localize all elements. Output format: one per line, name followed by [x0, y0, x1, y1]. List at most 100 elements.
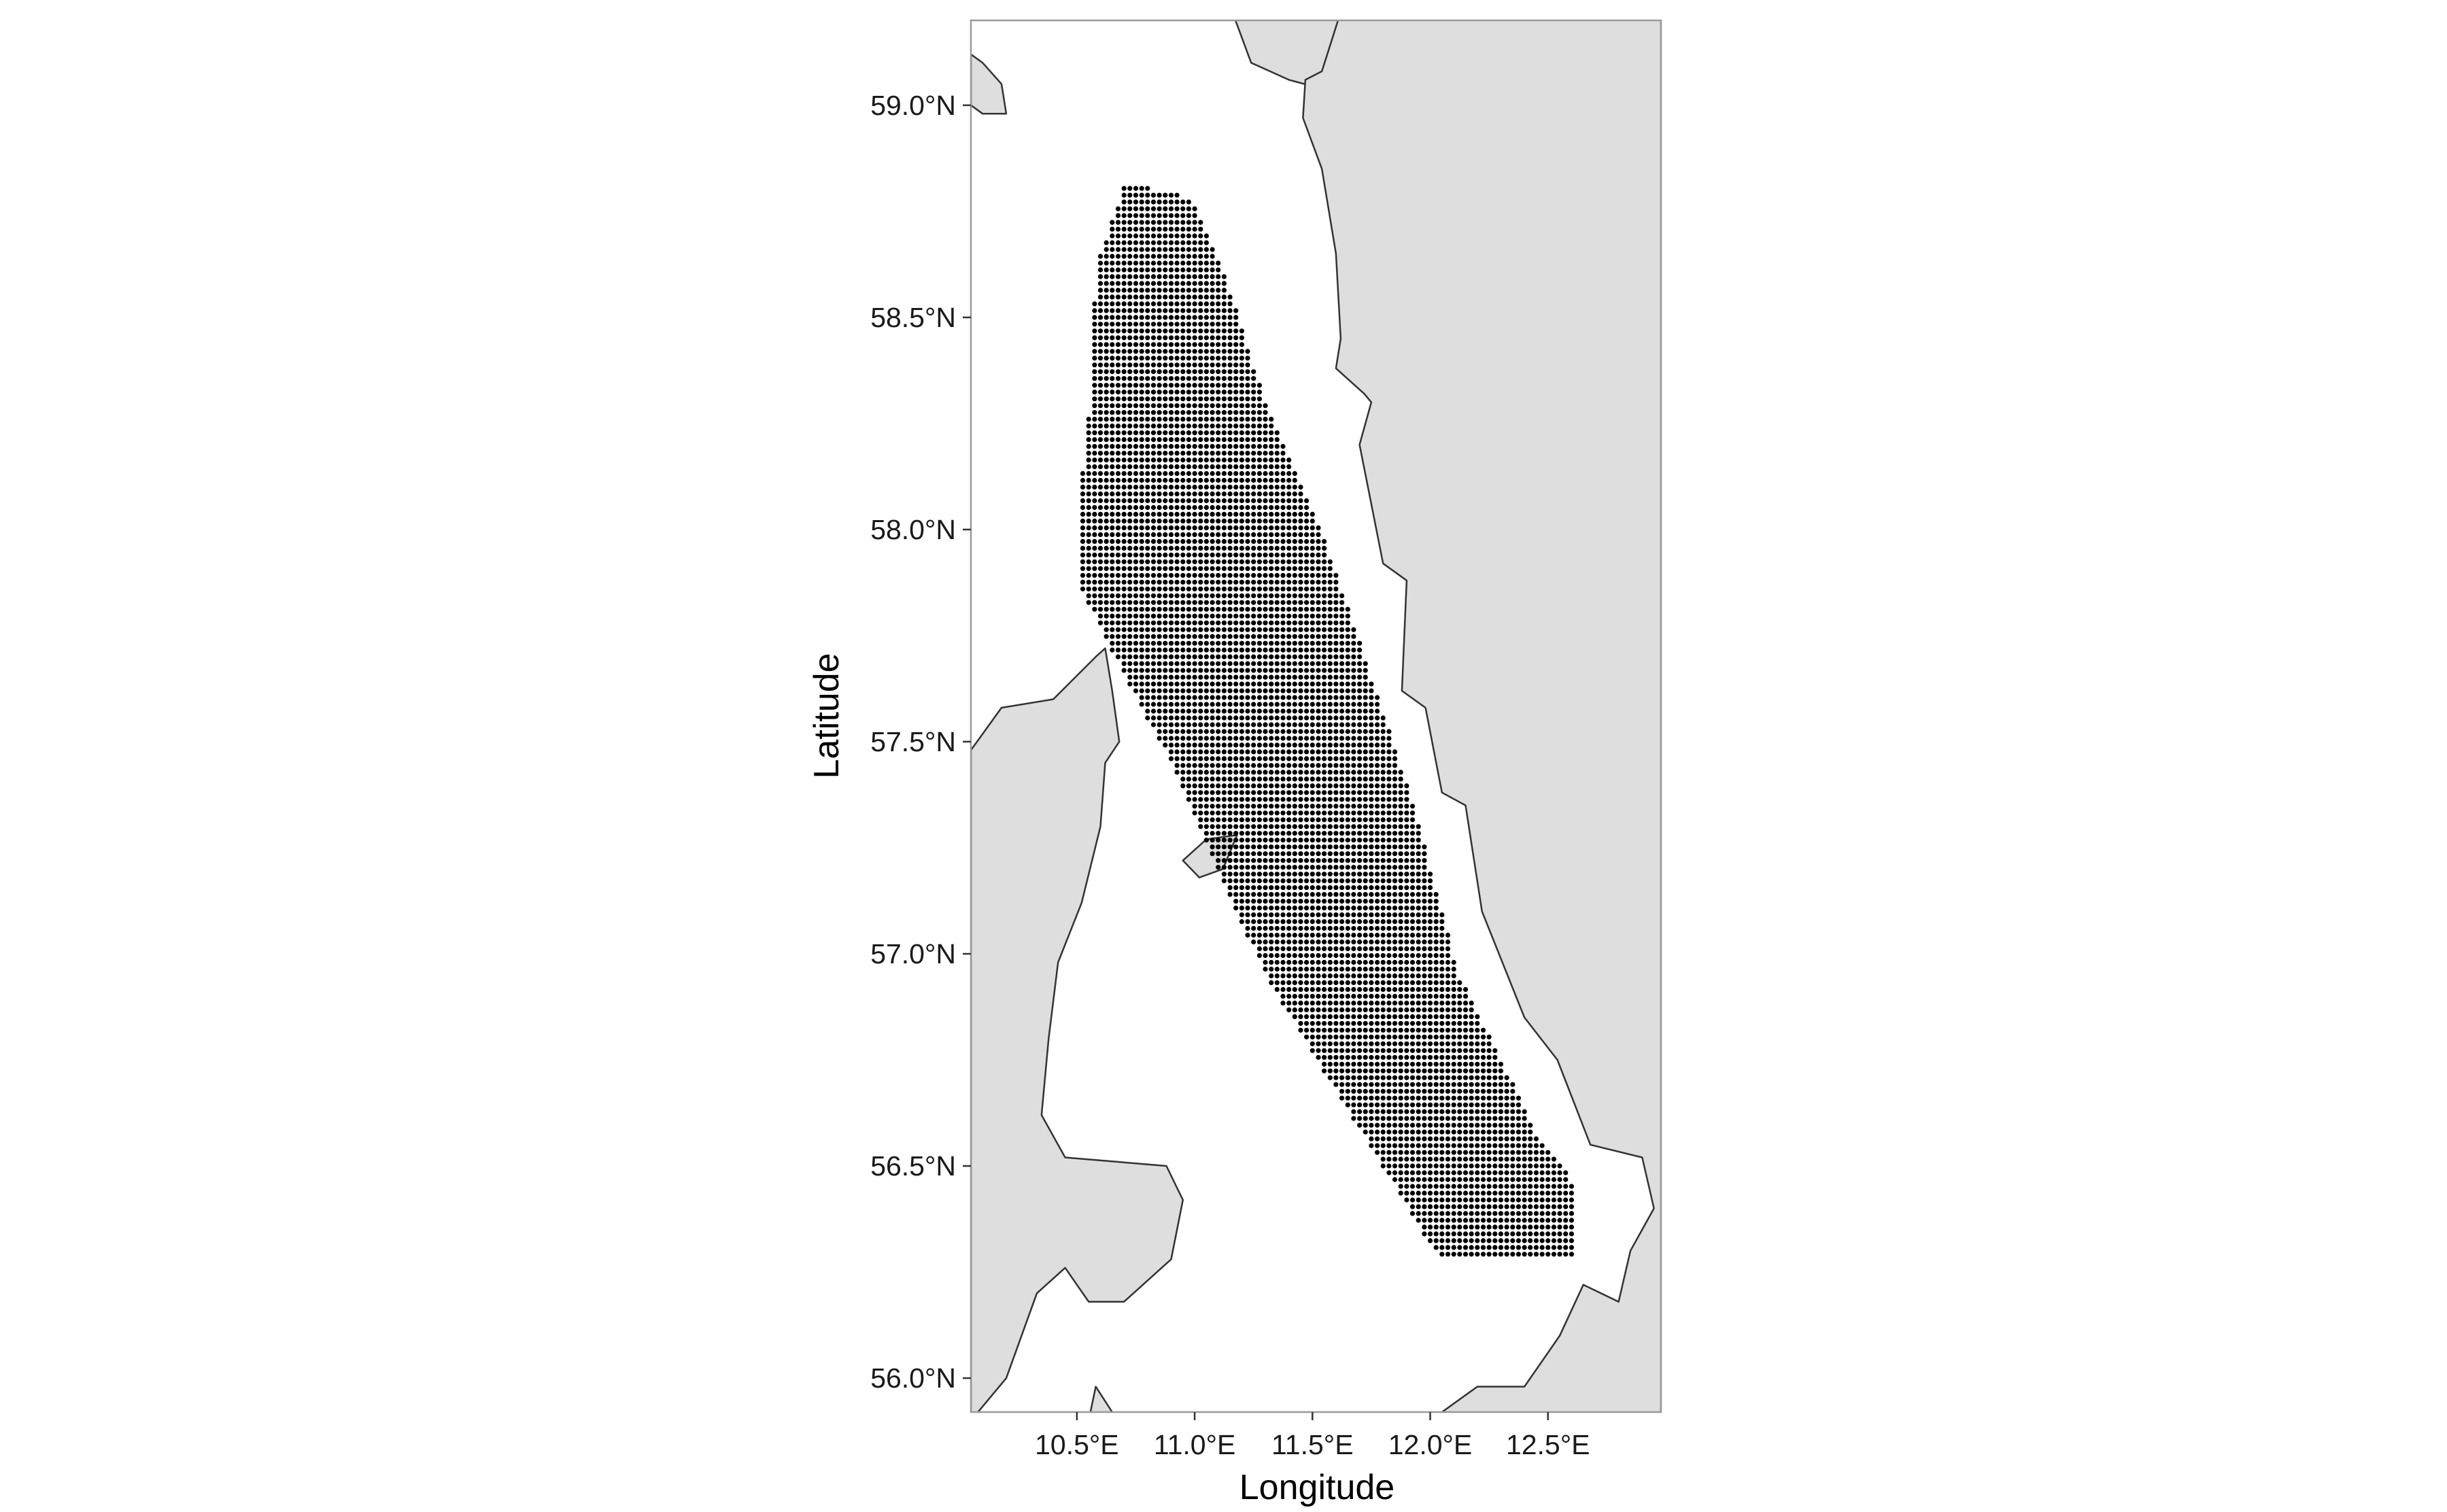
grid-point: [1203, 776, 1209, 782]
grid-point: [1363, 681, 1368, 687]
grid-point: [1174, 729, 1180, 734]
grid-point: [1139, 559, 1144, 564]
grid-point: [1198, 606, 1203, 612]
grid-point: [1451, 1190, 1456, 1196]
grid-point: [1404, 838, 1409, 843]
grid-point: [1251, 545, 1256, 551]
grid-point: [1150, 477, 1157, 483]
grid-point: [1351, 1027, 1356, 1033]
grid-point: [1439, 1082, 1445, 1087]
grid-point: [1221, 844, 1227, 850]
grid-point: [1269, 722, 1274, 727]
grid-point: [1263, 593, 1268, 598]
grid-point: [1180, 484, 1186, 490]
grid-point: [1097, 274, 1103, 279]
grid-point: [1445, 1075, 1451, 1080]
grid-point: [1274, 722, 1280, 727]
grid-point: [1133, 688, 1139, 693]
grid-point: [1210, 410, 1215, 415]
grid-point: [1256, 919, 1262, 925]
grid-point: [1427, 1014, 1433, 1019]
grid-point: [1451, 980, 1456, 985]
grid-point: [1351, 681, 1356, 687]
grid-point: [1086, 417, 1091, 422]
grid-point: [1227, 470, 1233, 477]
grid-point: [1316, 661, 1321, 666]
grid-point: [1433, 1075, 1439, 1080]
grid-point: [1239, 498, 1244, 504]
grid-point: [1286, 973, 1292, 978]
grid-point: [1304, 722, 1310, 727]
grid-point: [1097, 477, 1103, 483]
grid-point: [1263, 756, 1268, 761]
grid-point: [1274, 783, 1280, 789]
grid-point: [1280, 586, 1286, 591]
grid-point: [1233, 477, 1239, 483]
grid-point: [1316, 736, 1321, 741]
grid-point: [1203, 470, 1209, 477]
grid-point: [1233, 444, 1239, 449]
grid-point: [1110, 572, 1115, 578]
grid-point: [1186, 620, 1191, 625]
grid-point: [1422, 858, 1427, 863]
grid-point: [1322, 566, 1327, 571]
grid-point: [1298, 790, 1303, 795]
grid-point: [1198, 742, 1203, 748]
land-polygon-2: [1302, 20, 1661, 1412]
grid-point: [1110, 586, 1115, 591]
grid-point: [1115, 260, 1121, 266]
grid-point: [1198, 254, 1203, 259]
grid-point: [1386, 1102, 1392, 1107]
grid-point: [1168, 749, 1174, 755]
grid-point: [1192, 797, 1197, 802]
grid-point: [1221, 532, 1227, 538]
grid-point: [1256, 403, 1262, 409]
grid-point: [1274, 688, 1280, 693]
grid-point: [1216, 783, 1221, 789]
grid-point: [1298, 1000, 1303, 1006]
grid-point: [1186, 220, 1191, 225]
grid-point: [1174, 315, 1180, 320]
grid-point: [1198, 688, 1203, 693]
grid-point: [1245, 702, 1250, 707]
grid-point: [1103, 593, 1109, 598]
grid-point: [1157, 572, 1162, 578]
grid-point: [1409, 1204, 1416, 1209]
grid-point: [1462, 1211, 1469, 1216]
grid-point: [1322, 552, 1327, 557]
grid-point: [1198, 417, 1203, 422]
grid-point: [1345, 776, 1350, 782]
grid-point: [1115, 240, 1121, 245]
grid-point: [1157, 308, 1162, 313]
grid-point: [1139, 518, 1144, 524]
grid-point: [1186, 722, 1191, 727]
grid-point: [1233, 872, 1239, 877]
grid-point: [1316, 993, 1321, 999]
grid-point: [1322, 674, 1327, 680]
grid-point: [1251, 939, 1256, 945]
grid-point: [1327, 756, 1333, 761]
grid-point: [1157, 688, 1162, 693]
grid-point: [1416, 952, 1421, 959]
grid-point: [1168, 627, 1174, 632]
grid-point: [1333, 572, 1339, 578]
grid-point: [1404, 1170, 1409, 1175]
grid-point: [1174, 369, 1180, 375]
grid-point: [1174, 417, 1180, 422]
grid-point: [1351, 1000, 1356, 1006]
grid-point: [1174, 538, 1180, 545]
grid-point: [1127, 430, 1133, 436]
grid-point: [1316, 722, 1321, 727]
grid-point: [1127, 294, 1133, 300]
grid-point: [1216, 477, 1221, 483]
grid-point: [1357, 742, 1363, 748]
grid-point: [1121, 301, 1127, 307]
grid-point: [1168, 213, 1174, 218]
grid-point: [1345, 885, 1350, 891]
grid-point: [1451, 1122, 1456, 1128]
grid-point: [1245, 925, 1250, 931]
grid-point: [1286, 668, 1292, 673]
grid-point: [1409, 906, 1416, 911]
grid-point: [1269, 899, 1274, 904]
grid-point: [1180, 199, 1186, 205]
